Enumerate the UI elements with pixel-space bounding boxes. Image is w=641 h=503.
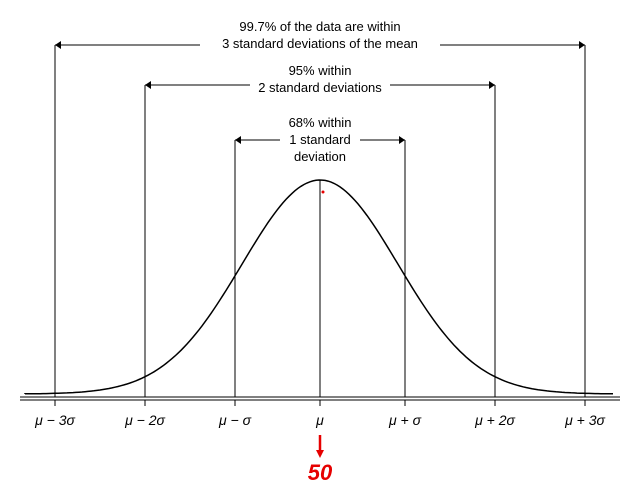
x-tick-label: μ − 3σ: [35, 412, 75, 428]
x-tick-label: μ − 2σ: [125, 412, 165, 428]
normal-distribution-diagram: { "diagram": { "type": "infographic", "w…: [0, 0, 641, 503]
label-1sd: 68% within1 standarddeviation: [280, 115, 360, 166]
x-tick-label: μ: [316, 412, 324, 428]
x-tick-label: μ + 2σ: [475, 412, 515, 428]
label-2sd: 95% within2 standard deviations: [250, 63, 390, 97]
label-3sd: 99.7% of the data are within3 standard d…: [200, 19, 440, 53]
x-tick-label: μ + σ: [389, 412, 421, 428]
x-tick-label: μ − σ: [219, 412, 251, 428]
x-tick-label: μ + 3σ: [565, 412, 605, 428]
mean-annotation: 50: [308, 460, 332, 486]
